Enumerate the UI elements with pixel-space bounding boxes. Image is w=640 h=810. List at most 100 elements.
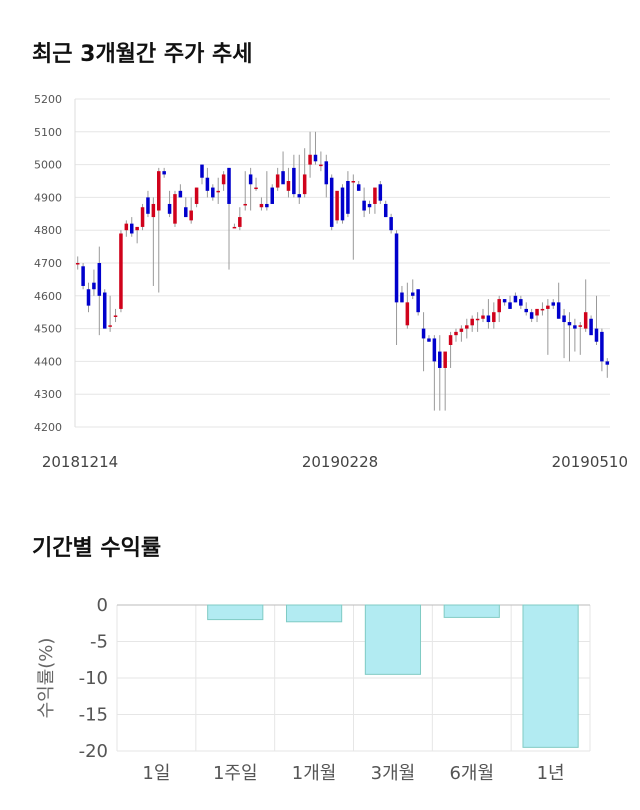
candle-body (248, 174, 253, 185)
candle-body (281, 171, 285, 185)
candle-body (200, 164, 204, 178)
candle-body (356, 184, 361, 191)
candle-body (502, 299, 507, 303)
candle-body (178, 190, 183, 198)
candle-y-tick-label: 4600 (34, 290, 62, 303)
candle-body (373, 187, 377, 204)
bar-grid (116, 604, 591, 752)
candle-body (151, 203, 156, 218)
candle-body (475, 318, 480, 321)
candle-body (232, 226, 237, 229)
candle-body (448, 335, 453, 345)
candle-x-tick-label: 20181214 (42, 453, 118, 471)
candle-marks (75, 131, 610, 411)
candle-body (513, 295, 518, 303)
candle-body (443, 351, 447, 368)
candle-body (394, 233, 399, 303)
candle-x-tick-label: 20190510 (552, 453, 628, 471)
candle-y-axis: 4200 4300 4400 4500 4600 4700 4800 4900 5000 5100… (34, 93, 62, 434)
candle-y-tick-label: 4400 (34, 355, 62, 368)
bar-y-tick-label: -5 (90, 632, 108, 653)
candle-body (97, 263, 102, 296)
candle-body (319, 164, 323, 167)
candle-body (173, 194, 177, 224)
candle-body (113, 315, 118, 317)
bar-y-tick-label: -15 (79, 705, 108, 726)
candle-body (140, 207, 145, 227)
candle-y-tick-label: 4900 (34, 191, 62, 204)
candle-body (529, 312, 534, 319)
stock-trend-title: 최근 3개월간 주가 추세 (32, 42, 253, 67)
candle-body (378, 184, 383, 201)
candle-body (535, 308, 539, 316)
candle-body (92, 282, 96, 290)
candle-body (346, 181, 350, 214)
candle-body (189, 210, 193, 221)
return-bar (443, 604, 500, 618)
candle-body (438, 351, 442, 368)
candle-body (340, 187, 345, 221)
candle-body (454, 331, 458, 336)
candle-body (605, 361, 610, 365)
candle-body (313, 154, 318, 162)
candle-body (243, 203, 247, 206)
candle-x-tick-label: 20190228 (302, 453, 378, 471)
candle-body (432, 338, 437, 362)
candle-body (589, 318, 593, 336)
candle-body (405, 302, 410, 326)
candle-body (427, 338, 431, 342)
bar-y-tick-label: -20 (79, 741, 108, 762)
candle-body (227, 167, 231, 204)
candle-body (335, 190, 339, 221)
candle-body (119, 233, 123, 309)
candle-body (157, 171, 161, 211)
bar-marks (207, 604, 579, 748)
candle-body (265, 203, 269, 208)
bar-x-tick-label: 1일 (142, 763, 170, 784)
candle-body (567, 322, 572, 326)
bar-x-tick-label: 3개월 (371, 763, 416, 784)
candle-body (400, 292, 404, 303)
candle-body (259, 203, 264, 208)
candle-body (524, 308, 528, 313)
candle-body (383, 203, 388, 218)
candle-y-tick-label: 4700 (34, 257, 62, 270)
candle-body (389, 217, 393, 231)
candle-body (546, 305, 550, 309)
candle-y-tick-label: 5100 (34, 126, 62, 139)
candle-y-tick-label: 4200 (34, 421, 62, 434)
candle-body (167, 203, 172, 214)
candle-body (492, 312, 496, 323)
candle-body (600, 331, 604, 362)
returns-bar-chart: 0 -5 -10 -15 -20 1일 1주일 1개월 3개월 6개월 1년 수익률(%) (36, 595, 591, 784)
candle-y-tick-label: 4300 (34, 388, 62, 401)
candle-body (221, 174, 226, 185)
bar-x-tick-label: 1주일 (213, 763, 258, 784)
candle-body (583, 312, 588, 329)
candle-body (302, 174, 307, 195)
bar-y-axis: 0 -5 -10 -15 -20 (79, 595, 108, 762)
bar-x-tick-label: 1년 (537, 763, 565, 784)
bar-x-tick-label: 6개월 (449, 763, 494, 784)
candle-body (481, 315, 485, 319)
candle-body (470, 318, 474, 326)
candle-body (297, 194, 302, 198)
candle-body (146, 197, 150, 214)
candle-body (578, 325, 583, 327)
candle-body (497, 299, 501, 313)
candle-body (519, 299, 523, 306)
candle-body (421, 328, 426, 339)
candle-body (508, 302, 512, 309)
return-bar (207, 604, 264, 621)
candle-body (270, 187, 275, 204)
candle-body (205, 177, 210, 191)
candle-body (556, 302, 561, 319)
bar-y-tick-label: 0 (97, 595, 108, 616)
return-bar (364, 604, 422, 675)
candle-body (292, 167, 296, 195)
candle-body (562, 315, 566, 323)
candle-body (81, 266, 85, 286)
candle-body (135, 226, 139, 231)
candle-grid (74, 98, 610, 428)
candle-y-tick-label: 5000 (34, 159, 62, 172)
